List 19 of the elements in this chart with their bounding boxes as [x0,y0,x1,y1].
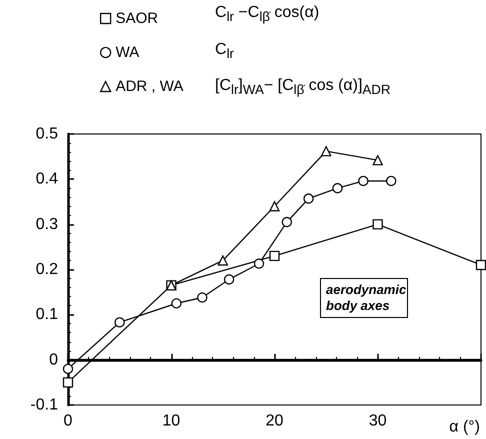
y-tick-label: 0.4 [36,170,58,188]
y-tick-label: 0.5 [36,126,58,142]
y-tick-label: 0.3 [36,216,58,233]
y-tick-label: 0 [49,351,58,368]
text: C$_{lr}$ [215,41,234,62]
x-tick-label: 0 [64,412,73,430]
x-tick-label: 30 [368,412,387,430]
legend-label: ADR , WA [116,78,184,95]
x-axis-title: α (°) [449,418,480,436]
x-tick-label: 20 [266,412,284,430]
y-tick-label: 0.1 [36,306,58,324]
x-tick-label: 10 [162,412,180,430]
text: [C$_{lr}$]$_{WA}$− [C$_{lβ̇}$ cos (α)]$_{ADR}$ [215,77,391,98]
y-tick-label: 0.2 [36,261,58,278]
text: C$_{lr}$ −C$_{lβ̇}$ cos(α) [215,4,320,24]
legend-label: WA [116,44,140,61]
annotation: aerodynamic body axes [320,278,408,318]
legend-label: SAOR [116,10,158,27]
y-tick-label: -0.1 [30,396,58,414]
